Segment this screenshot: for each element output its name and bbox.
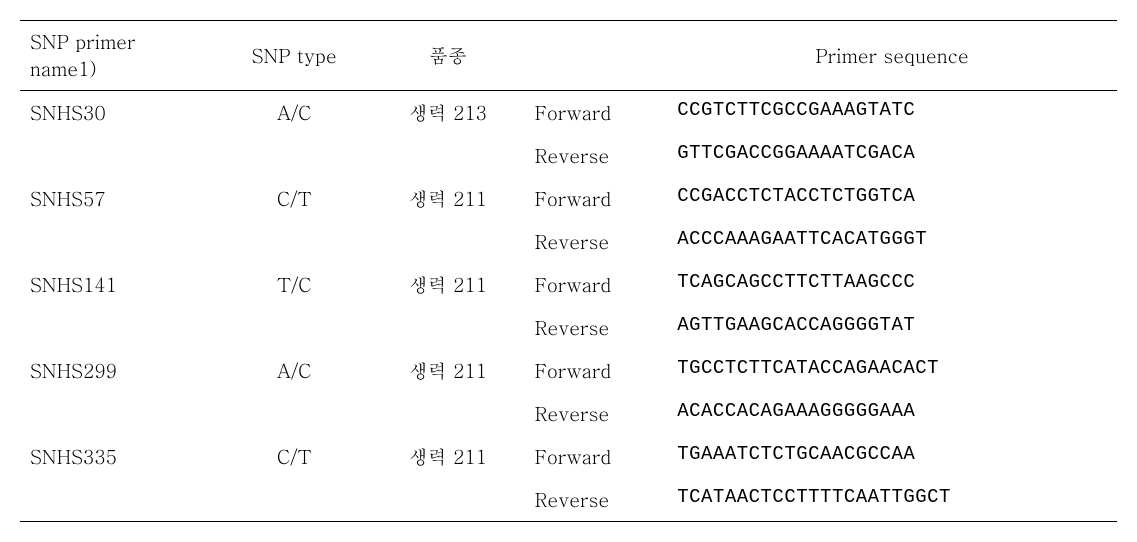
table-row: SNHS30A/C생력 213ForwardCCGTCTTCGCCGAAAGTA…: [20, 91, 1117, 135]
cell-name: [20, 392, 217, 435]
cell-type: A/C: [217, 349, 371, 392]
cell-type: T/C: [217, 263, 371, 306]
cell-variety: [371, 392, 525, 435]
table-row: ReverseGTTCGACCGGAAAATCGACA: [20, 134, 1117, 177]
cell-type: [217, 392, 371, 435]
table-row: SNHS141T/C생력 211ForwardTCAGCAGCCTTCTTAAG…: [20, 263, 1117, 306]
cell-sequence: CCGTCTTCGCCGAAAGTATC: [667, 91, 1117, 135]
cell-type: C/T: [217, 177, 371, 220]
cell-sequence: GTTCGACCGGAAAATCGACA: [667, 134, 1117, 177]
cell-variety: [371, 478, 525, 522]
cell-name: SNHS30: [20, 91, 217, 135]
cell-variety: 생력 211: [371, 263, 525, 306]
table-row: SNHS335C/T생력 211ForwardTGAAATCTCTGCAACGC…: [20, 435, 1117, 478]
header-direction-empty: [525, 21, 668, 91]
cell-name: SNHS299: [20, 349, 217, 392]
cell-type: A/C: [217, 91, 371, 135]
cell-type: [217, 220, 371, 263]
cell-variety: [371, 134, 525, 177]
table-row: SNHS57C/T생력 211ForwardCCGACCTCTACCTCTGGT…: [20, 177, 1117, 220]
cell-name: [20, 220, 217, 263]
table-header: SNP primer name1) SNP type 품종 Primer seq…: [20, 21, 1117, 91]
header-sequence: Primer sequence: [667, 21, 1117, 91]
cell-type: [217, 478, 371, 522]
cell-sequence: TCAGCAGCCTTCTTAAGCCC: [667, 263, 1117, 306]
cell-sequence: TGAAATCTCTGCAACGCCAA: [667, 435, 1117, 478]
cell-name: [20, 478, 217, 522]
table-row: ReverseAGTTGAAGCACCAGGGGTAT: [20, 306, 1117, 349]
cell-sequence: ACACCACAGAAAGGGGGAAA: [667, 392, 1117, 435]
cell-type: [217, 134, 371, 177]
cell-direction: Forward: [525, 91, 668, 135]
cell-variety: 생력 213: [371, 91, 525, 135]
cell-sequence: TCATAACTCCTTTTCAATTGGCT: [667, 478, 1117, 522]
cell-direction: Reverse: [525, 220, 668, 263]
table-body: SNHS30A/C생력 213ForwardCCGTCTTCGCCGAAAGTA…: [20, 91, 1117, 522]
cell-type: [217, 306, 371, 349]
cell-sequence: ACCCAAAGAATTCACATGGGT: [667, 220, 1117, 263]
cell-direction: Reverse: [525, 306, 668, 349]
cell-variety: 생력 211: [371, 349, 525, 392]
header-type: SNP type: [217, 21, 371, 91]
cell-name: [20, 134, 217, 177]
cell-name: SNHS57: [20, 177, 217, 220]
cell-sequence: TGCCTCTTCATACCAGAACACT: [667, 349, 1117, 392]
cell-variety: [371, 220, 525, 263]
cell-direction: Forward: [525, 349, 668, 392]
cell-direction: Reverse: [525, 478, 668, 522]
cell-name: SNHS141: [20, 263, 217, 306]
cell-sequence: CCGACCTCTACCTCTGGTCA: [667, 177, 1117, 220]
cell-direction: Forward: [525, 177, 668, 220]
header-variety: 품종: [371, 21, 525, 91]
cell-name: SNHS335: [20, 435, 217, 478]
table-row: ReverseACCCAAAGAATTCACATGGGT: [20, 220, 1117, 263]
cell-sequence: AGTTGAAGCACCAGGGGTAT: [667, 306, 1117, 349]
cell-variety: [371, 306, 525, 349]
cell-direction: Forward: [525, 435, 668, 478]
header-name: SNP primer name1): [20, 21, 217, 91]
snp-primer-table: SNP primer name1) SNP type 품종 Primer seq…: [20, 20, 1117, 522]
cell-variety: 생력 211: [371, 177, 525, 220]
cell-direction: Reverse: [525, 134, 668, 177]
cell-type: C/T: [217, 435, 371, 478]
header-row: SNP primer name1) SNP type 품종 Primer seq…: [20, 21, 1117, 91]
cell-direction: Forward: [525, 263, 668, 306]
cell-variety: 생력 211: [371, 435, 525, 478]
table-row: ReverseACACCACAGAAAGGGGGAAA: [20, 392, 1117, 435]
table-row: SNHS299A/C생력 211ForwardTGCCTCTTCATACCAGA…: [20, 349, 1117, 392]
cell-name: [20, 306, 217, 349]
cell-direction: Reverse: [525, 392, 668, 435]
table-row: ReverseTCATAACTCCTTTTCAATTGGCT: [20, 478, 1117, 522]
